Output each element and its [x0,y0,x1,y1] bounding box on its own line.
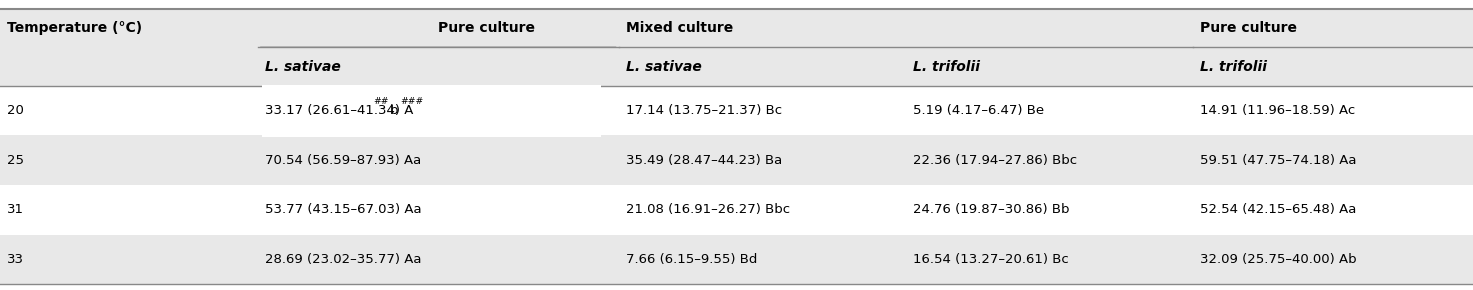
Text: Pure culture: Pure culture [439,21,535,35]
Text: Pure culture: Pure culture [1200,21,1298,35]
Bar [0,135,1473,185]
Bar [0,235,1473,284]
Text: L. sativae: L. sativae [626,59,701,74]
Text: L. sativae: L. sativae [265,59,340,74]
Text: 21.08 (16.91–26.27) Bbc: 21.08 (16.91–26.27) Bbc [626,203,790,216]
Text: 70.54 (56.59–87.93) Aa: 70.54 (56.59–87.93) Aa [265,154,421,167]
Text: 7.66 (6.15–9.55) Bd: 7.66 (6.15–9.55) Bd [626,253,757,266]
Text: 31: 31 [7,203,25,216]
Bar [0,47,1473,86]
Text: ##: ## [374,97,389,106]
Text: 53.77 (43.15–67.03) Aa: 53.77 (43.15–67.03) Aa [265,203,421,216]
Text: L. trifolii: L. trifolii [1200,59,1267,74]
Text: 52.54 (42.15–65.48) Aa: 52.54 (42.15–65.48) Aa [1200,203,1357,216]
Text: 5.19 (4.17–6.47) Be: 5.19 (4.17–6.47) Be [913,104,1044,117]
Text: 16.54 (13.27–20.61) Bc: 16.54 (13.27–20.61) Bc [913,253,1069,266]
Text: 17.14 (13.75–21.37) Bc: 17.14 (13.75–21.37) Bc [626,104,782,117]
Text: 33.17 (26.61–41.34) A: 33.17 (26.61–41.34) A [265,104,414,117]
Text: 59.51 (47.75–74.18) Aa: 59.51 (47.75–74.18) Aa [1200,154,1357,167]
Text: b: b [390,104,398,117]
Bar [0,185,1473,235]
Text: Temperature (°C): Temperature (°C) [7,21,143,35]
Text: 33: 33 [7,253,25,266]
Text: ###: ### [401,97,423,106]
Bar [262,85,601,137]
Text: 14.91 (11.96–18.59) Ac: 14.91 (11.96–18.59) Ac [1200,104,1355,117]
Bar [0,9,1473,47]
Text: L. trifolii: L. trifolii [913,59,980,74]
Text: 28.69 (23.02–35.77) Aa: 28.69 (23.02–35.77) Aa [265,253,421,266]
Text: 25: 25 [7,154,25,167]
Text: 24.76 (19.87–30.86) Bb: 24.76 (19.87–30.86) Bb [913,203,1069,216]
Text: Mixed culture: Mixed culture [626,21,734,35]
Text: 33.17 (26.61–41.34) A##b###: 33.17 (26.61–41.34) A##b### [265,104,477,117]
Text: 20: 20 [7,104,24,117]
Text: 35.49 (28.47–44.23) Ba: 35.49 (28.47–44.23) Ba [626,154,782,167]
Text: 32.09 (25.75–40.00) Ab: 32.09 (25.75–40.00) Ab [1200,253,1357,266]
Text: 22.36 (17.94–27.86) Bbc: 22.36 (17.94–27.86) Bbc [913,154,1077,167]
Bar [0,86,1473,135]
